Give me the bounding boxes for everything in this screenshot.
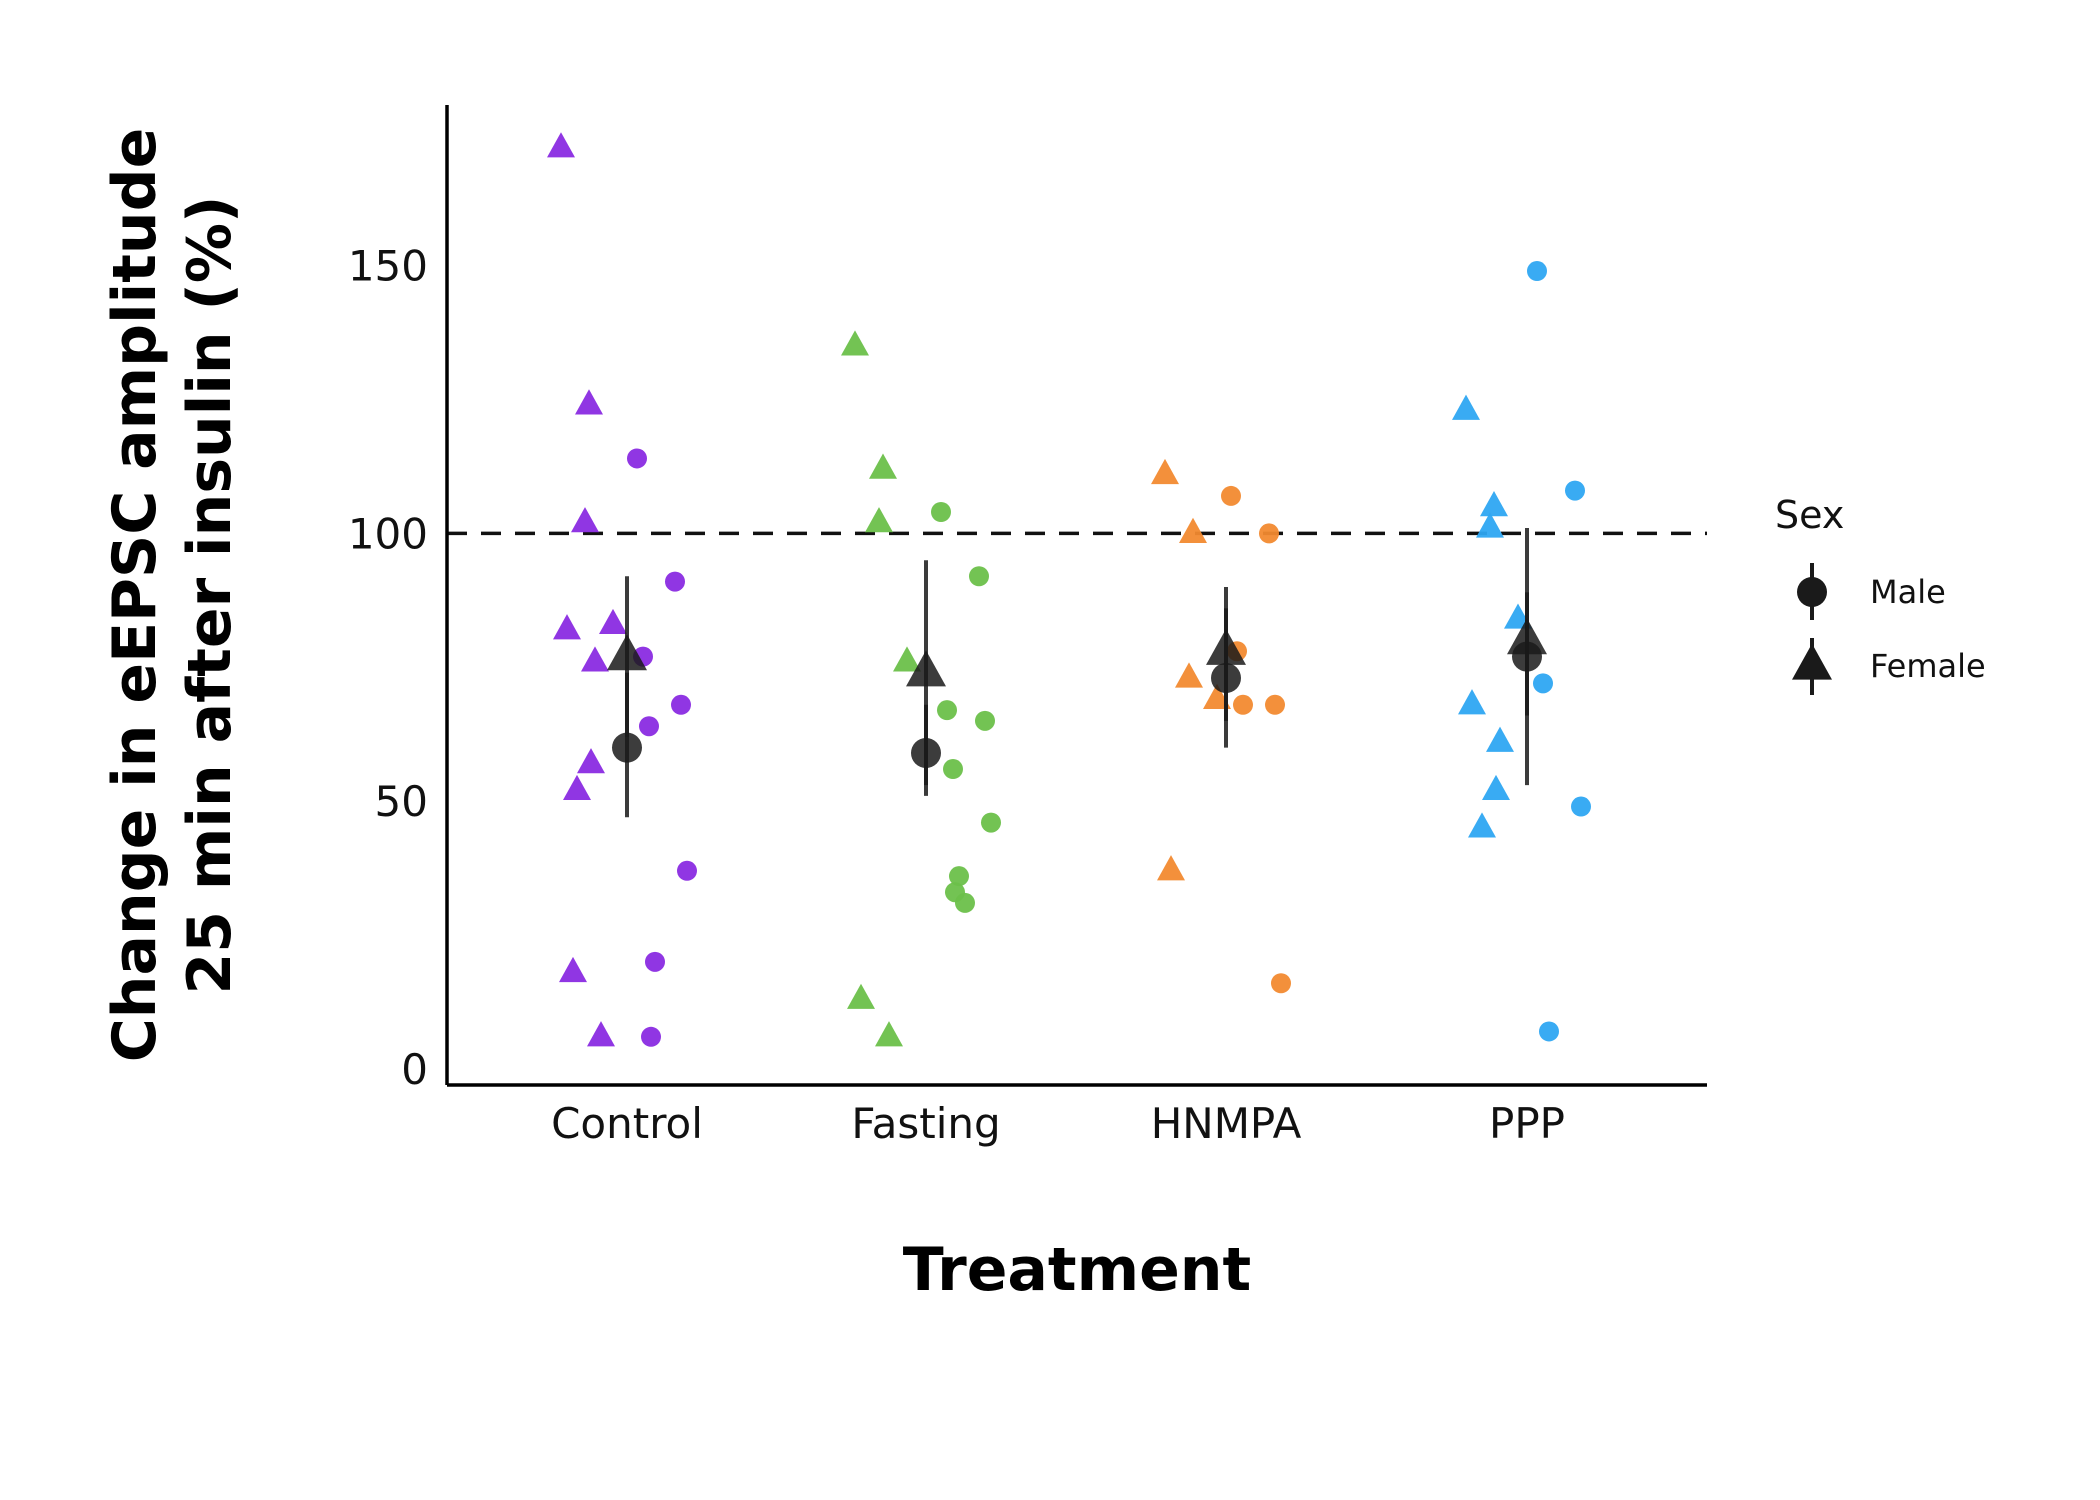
point-control-female (587, 1021, 615, 1047)
point-control-female (559, 956, 587, 983)
point-fasting-male (931, 501, 951, 522)
y-axis-title-line1: Change in eEPSC amplitude (100, 128, 170, 1063)
point-ppp-male (1527, 261, 1547, 282)
point-hnmpa-male (1221, 485, 1241, 506)
mean-ppp-female (1507, 618, 1547, 655)
x-tick-label-fasting: Fasting (851, 1099, 1000, 1148)
legend-female-symbol (1792, 643, 1832, 680)
point-fasting-female (875, 1021, 903, 1047)
point-control-female (575, 389, 603, 415)
y-tick-label-0: 0 (401, 1045, 428, 1094)
point-hnmpa-male (1271, 973, 1291, 994)
point-hnmpa-male (1265, 694, 1285, 715)
point-ppp-male (1539, 1021, 1559, 1042)
point-control-male (671, 694, 691, 715)
point-ppp-male (1565, 480, 1585, 501)
y-tick-label-50: 50 (375, 777, 428, 826)
point-ppp-female (1468, 812, 1496, 838)
point-fasting-female (893, 646, 921, 672)
x-tick-label-control: Control (551, 1099, 703, 1148)
point-fasting-male (969, 566, 989, 587)
summary-layer (607, 528, 1547, 818)
point-control-male (677, 860, 697, 881)
point-hnmpa-male (1233, 694, 1253, 715)
point-fasting-female (869, 453, 897, 479)
y-tick-label-150: 150 (348, 242, 428, 291)
point-ppp-female (1476, 512, 1504, 538)
point-control-female (571, 507, 599, 533)
point-fasting-male (937, 700, 957, 721)
point-ppp-female (1480, 491, 1508, 517)
legend-title: Sex (1775, 493, 1844, 537)
point-hnmpa-female (1157, 855, 1185, 881)
point-control-male (665, 571, 685, 592)
mean-control-male (612, 732, 642, 763)
point-fasting-male (949, 866, 969, 887)
x-tick-label-ppp: PPP (1489, 1099, 1565, 1148)
mean-fasting-female (906, 650, 946, 687)
point-control-male (641, 1026, 661, 1047)
point-fasting-male (981, 812, 1001, 833)
legend-label-male: Male (1870, 573, 1946, 611)
point-control-female (581, 646, 609, 672)
point-control-male (627, 448, 647, 469)
point-ppp-female (1452, 394, 1480, 420)
point-control-male (645, 951, 665, 972)
y-tick-label-100: 100 (348, 509, 428, 558)
point-control-female (563, 774, 591, 801)
point-ppp-male (1533, 673, 1553, 694)
point-ppp-female (1458, 689, 1486, 715)
axes-layer: 0 50 100 150 Control Fasting HNMPA PPP (348, 105, 1707, 1148)
x-tick-label-hnmpa: HNMPA (1151, 1099, 1302, 1148)
legend: Sex Male Female (1775, 493, 1986, 695)
data-points-layer (547, 132, 1591, 1047)
y-axis-title-line2: 25 min after insulin (%) (175, 196, 245, 995)
point-fasting-female (847, 983, 875, 1009)
mean-hnmpa-female (1206, 628, 1246, 665)
point-hnmpa-female (1179, 517, 1207, 543)
mean-fasting-male (911, 737, 941, 768)
point-hnmpa-female (1175, 662, 1203, 688)
mean-control-female (607, 634, 647, 671)
point-ppp-female (1486, 726, 1514, 752)
point-ppp-female (1482, 774, 1510, 801)
point-control-female (599, 608, 627, 635)
point-control-female (547, 132, 575, 158)
mean-hnmpa-male (1211, 663, 1241, 694)
point-fasting-male (943, 759, 963, 780)
point-ppp-male (1571, 796, 1591, 817)
x-axis-title: Treatment (903, 1235, 1251, 1305)
point-control-female (577, 748, 605, 774)
point-control-female (553, 614, 581, 640)
point-hnmpa-female (1151, 458, 1179, 485)
legend-label-female: Female (1870, 647, 1986, 685)
point-hnmpa-male (1259, 523, 1279, 544)
point-fasting-female (841, 330, 869, 356)
point-fasting-male (975, 710, 995, 731)
point-control-male (639, 716, 659, 737)
point-fasting-female (865, 507, 893, 533)
legend-male-symbol (1797, 577, 1827, 607)
point-fasting-male (955, 892, 975, 913)
